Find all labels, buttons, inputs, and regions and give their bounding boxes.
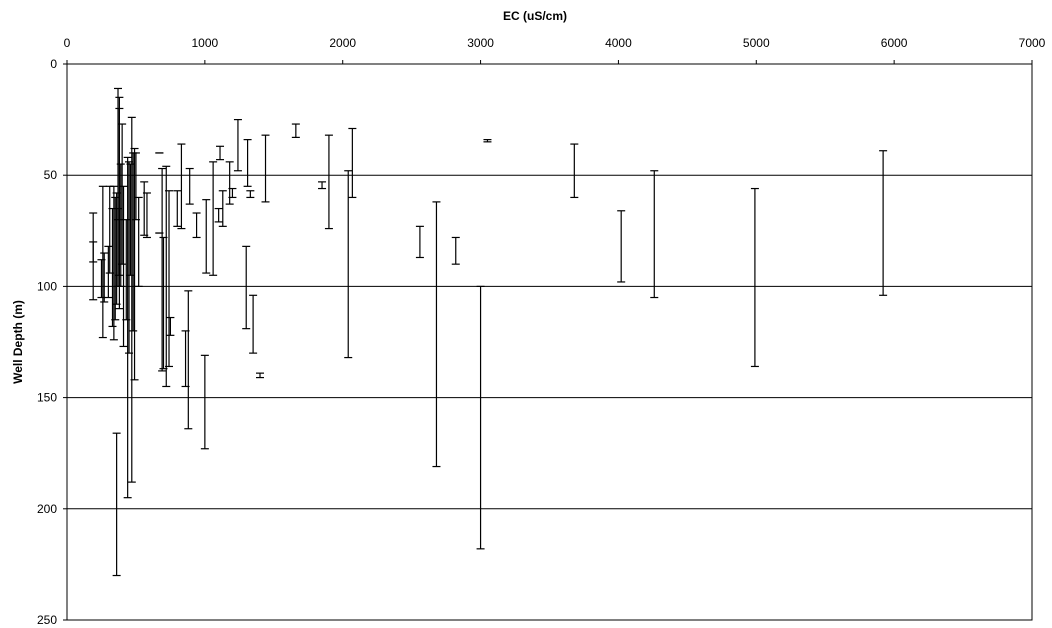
- range-bar: [233, 118, 242, 172]
- range-bar: [617, 210, 626, 283]
- range-bar: [112, 432, 121, 577]
- range-bar: [142, 192, 151, 239]
- range-bar: [200, 354, 209, 450]
- range-bar: [216, 145, 225, 161]
- range-bar: [177, 143, 186, 230]
- range-bar: [650, 170, 659, 299]
- range-bar: [209, 161, 218, 276]
- range-bar: [98, 185, 107, 339]
- plot-area: [66, 63, 1033, 621]
- range-bar: [451, 236, 460, 265]
- range-bar: [483, 139, 492, 143]
- y-tick-label: 250: [37, 613, 57, 627]
- x-tick-label: 3000: [467, 36, 494, 50]
- range-bar: [218, 190, 227, 227]
- y-axis-title: Well Depth (m): [11, 300, 25, 384]
- range-bar: [242, 245, 251, 330]
- range-bar: [100, 252, 109, 303]
- y-tick-label: 200: [37, 502, 57, 516]
- range-bar: [165, 190, 174, 368]
- y-tick-label: 50: [44, 168, 58, 182]
- x-axis: 0 1000 2000 3000 4000 5000 6000 7000: [64, 36, 1046, 64]
- range-bar: [291, 123, 300, 138]
- range-bar: [123, 156, 132, 499]
- range-bar: [127, 116, 136, 483]
- range-bar: [104, 245, 113, 299]
- gridlines: [67, 174, 1032, 510]
- x-tick-label: 1000: [192, 36, 219, 50]
- range-bar: [214, 207, 223, 223]
- range-bar: [115, 96, 124, 276]
- range-bar: [243, 139, 252, 187]
- range-bar: [158, 167, 167, 372]
- range-bar: [109, 185, 118, 341]
- range-bar: [879, 150, 888, 296]
- range-bar: [192, 212, 201, 239]
- range-bar: [166, 316, 175, 336]
- range-bar: [348, 127, 357, 199]
- range-bar: [118, 123, 127, 265]
- x-axis-title: EC (uS/cm): [503, 9, 567, 23]
- range-bar: [130, 147, 139, 381]
- x-tick-label: 7000: [1019, 36, 1046, 50]
- y-tick-label: 150: [37, 391, 57, 405]
- range-bar: [750, 187, 759, 368]
- range-bar: [256, 372, 264, 379]
- range-bar: [432, 201, 441, 468]
- range-bar: [261, 134, 270, 203]
- range-bar: [185, 167, 194, 205]
- range-bar: [134, 196, 143, 287]
- y-axis: 0 50 100 150 200 250: [37, 57, 67, 627]
- x-tick-label: 0: [64, 36, 71, 50]
- x-tick-label: 2000: [329, 36, 356, 50]
- range-bar: [173, 190, 182, 227]
- x-tick-label: 5000: [743, 36, 770, 50]
- range-bar: [249, 294, 258, 354]
- range-bar: [228, 187, 237, 199]
- range-bar: [570, 143, 579, 199]
- range-bar: [476, 285, 485, 550]
- range-bar: [324, 134, 333, 230]
- range-bars: [89, 87, 888, 577]
- range-bar: [162, 165, 171, 388]
- y-tick-label: 100: [37, 279, 57, 293]
- range-bar: [318, 181, 327, 190]
- range-bar: [202, 199, 211, 274]
- y-tick-label: 0: [50, 57, 57, 71]
- range-bar: [89, 241, 98, 263]
- range-bar: [344, 170, 353, 359]
- range-bar: [415, 225, 424, 259]
- x-tick-label: 4000: [605, 36, 632, 50]
- range-bar: [184, 290, 193, 430]
- range-bar: [246, 190, 255, 199]
- x-tick-label: 6000: [881, 36, 908, 50]
